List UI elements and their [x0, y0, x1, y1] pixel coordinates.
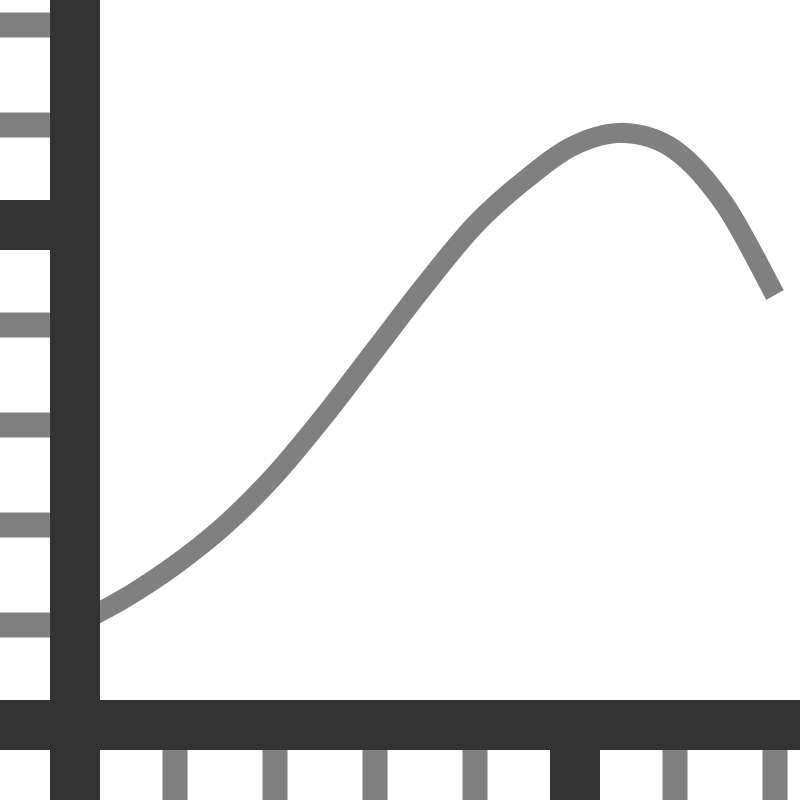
x-minor-tick [362, 750, 388, 800]
y-axis-overlay [50, 0, 100, 750]
x-minor-tick [462, 750, 488, 800]
x-major-tick [50, 750, 100, 800]
y-minor-tick [0, 112, 50, 138]
x-minor-tick [662, 750, 688, 800]
y-major-tick [0, 200, 50, 250]
x-minor-tick [262, 750, 288, 800]
x-major-tick [550, 750, 600, 800]
y-minor-tick [0, 612, 50, 638]
x-axis-overlay [0, 700, 800, 750]
x-minor-tick [162, 750, 188, 800]
x-minor-tick [762, 750, 788, 800]
y-minor-tick [0, 412, 50, 438]
y-minor-tick [0, 12, 50, 38]
y-minor-tick [0, 512, 50, 538]
y-minor-tick [0, 312, 50, 338]
series-line [70, 122, 784, 634]
